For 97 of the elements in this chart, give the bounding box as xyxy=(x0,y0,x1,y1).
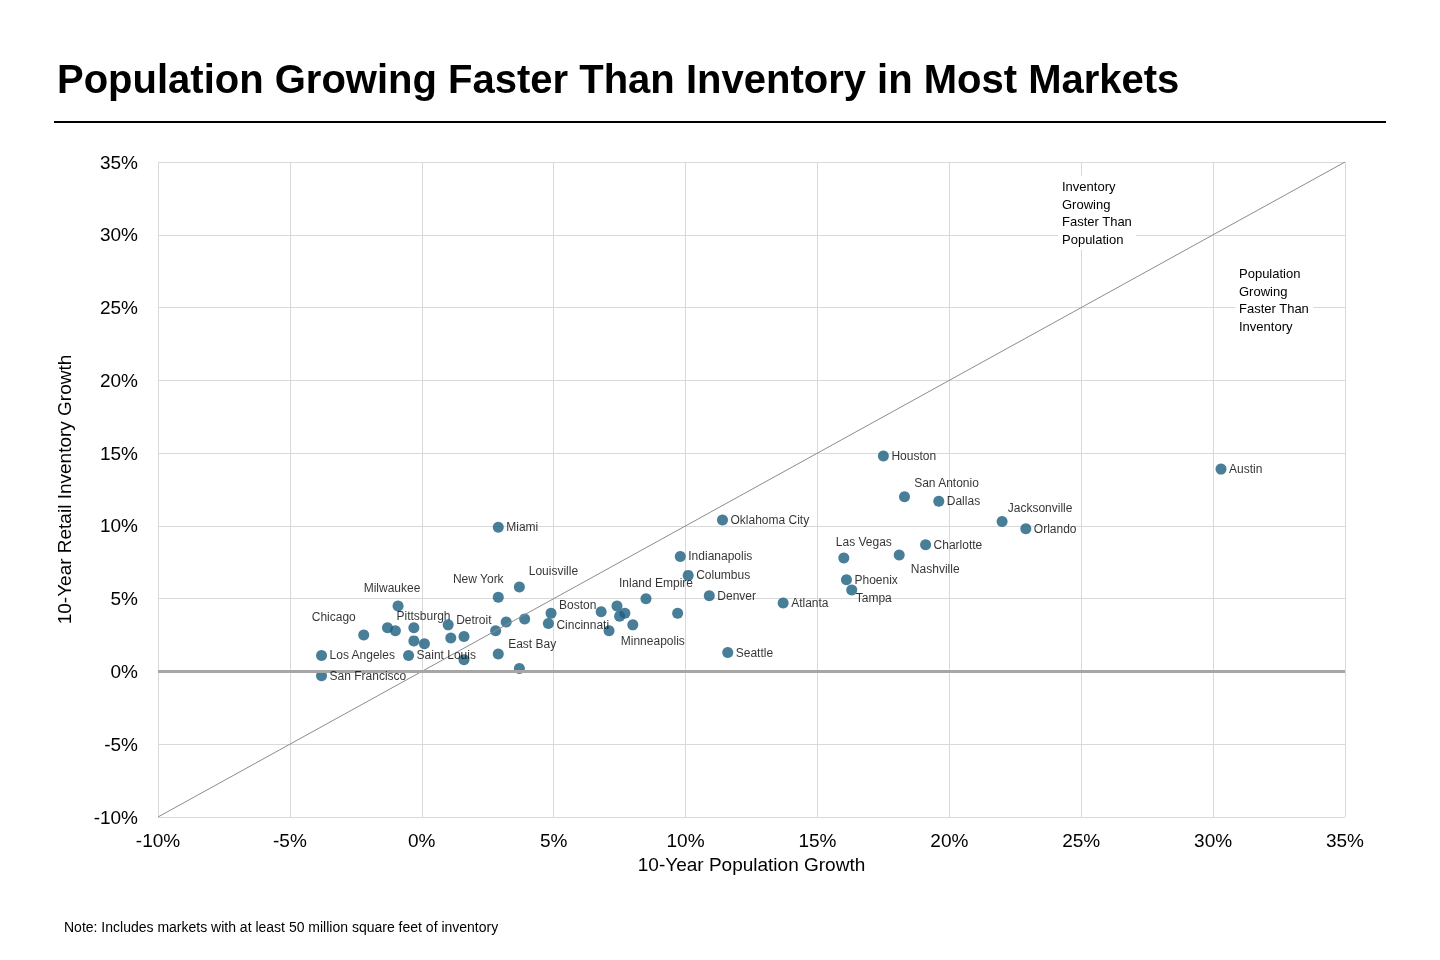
y-tick-label: 25% xyxy=(99,297,139,319)
annotation: Chicago xyxy=(311,610,357,625)
point xyxy=(846,584,858,596)
point xyxy=(408,622,420,634)
point xyxy=(840,574,852,586)
x-tick-label: 30% xyxy=(1194,830,1233,851)
point xyxy=(595,606,607,618)
annotation: Jacksonville xyxy=(1007,500,1073,515)
point xyxy=(933,495,945,507)
annotation: Seattle xyxy=(735,645,774,660)
point xyxy=(722,647,734,659)
annotation: Oklahoma City xyxy=(730,513,810,528)
point xyxy=(920,539,932,551)
y-tick-label: 30% xyxy=(99,224,139,246)
annotation: Population Growing Faster Than Inventory xyxy=(1239,266,1309,334)
chart-title: Population Growing Faster Than Inventory in Most Markets xyxy=(57,57,1180,101)
point xyxy=(418,638,430,650)
point xyxy=(627,619,639,631)
x-axis-title: 10-Year Population Growth xyxy=(637,854,866,875)
point xyxy=(703,590,715,602)
point xyxy=(545,607,557,619)
annotation: Orlando xyxy=(1033,521,1077,536)
y-tick-label: 0% xyxy=(110,660,139,682)
annotation: East Bay xyxy=(508,636,557,651)
annotation: Charlotte xyxy=(933,537,983,552)
annotation: Los Angeles xyxy=(329,648,395,663)
annotation: Inventory Growing Faster Than Population xyxy=(1062,179,1132,247)
point xyxy=(316,649,328,661)
point xyxy=(777,597,789,609)
annotation: New York xyxy=(452,572,505,587)
annotation: Minneapolis xyxy=(620,633,685,648)
y-axis-title: 10-Year Retail Inventory Growth xyxy=(54,354,75,625)
x-tick-label: 0% xyxy=(408,830,436,851)
annotation: Louisville xyxy=(528,564,579,579)
annotation: Dallas xyxy=(946,494,981,509)
y-tick-label: 10% xyxy=(99,515,139,537)
point xyxy=(838,552,850,564)
x-tick-label: 35% xyxy=(1325,830,1365,851)
point xyxy=(542,617,554,629)
y-tick-label: 15% xyxy=(99,442,139,464)
y-tick-label: 5% xyxy=(110,588,139,610)
point xyxy=(996,516,1008,528)
annotation: Nashville xyxy=(910,562,960,576)
point xyxy=(619,607,631,619)
annotation: Miami xyxy=(506,520,539,535)
point xyxy=(513,581,525,593)
annotation: Austin xyxy=(1229,462,1263,477)
y-tick-label: -5% xyxy=(104,733,139,755)
point xyxy=(392,600,404,612)
point xyxy=(445,632,457,644)
x-tick-label: 5% xyxy=(539,830,568,851)
annotation: Boston xyxy=(559,598,597,613)
annotation: Pittsburgh xyxy=(396,608,451,623)
annotation: San Antonio xyxy=(914,475,980,490)
x-tick-label: 20% xyxy=(930,830,969,851)
point xyxy=(1020,523,1032,535)
point xyxy=(458,631,470,643)
text: Note: Includes markets with at least 50 million square feet of inventory xyxy=(64,918,499,935)
point xyxy=(611,600,623,612)
point xyxy=(1215,463,1227,475)
annotation: Columbus xyxy=(696,568,751,583)
point xyxy=(403,649,415,661)
annotation: Cincinnati xyxy=(556,618,610,633)
annotation: Detroit xyxy=(456,612,493,627)
annotation: Tampa xyxy=(855,590,893,605)
annotation: Las Vegas xyxy=(835,534,892,549)
point xyxy=(492,648,504,660)
annotation: Inland Empire xyxy=(618,575,694,590)
point xyxy=(389,625,401,637)
point xyxy=(492,521,504,533)
x-tick-label: 15% xyxy=(798,830,837,851)
point xyxy=(717,514,728,526)
annotation: Phoenix xyxy=(854,572,898,587)
point xyxy=(640,593,652,605)
annotation: Milwaukee xyxy=(363,580,421,595)
point xyxy=(877,450,889,462)
x-tick-label: -10% xyxy=(135,830,181,851)
annotation: Atlanta xyxy=(791,596,829,611)
annotation: San Francisco xyxy=(329,668,407,683)
point xyxy=(672,607,684,619)
point xyxy=(899,491,910,503)
annotation: Denver xyxy=(717,588,756,603)
point xyxy=(519,613,531,625)
y-tick-label: 20% xyxy=(99,369,139,391)
y-tick-label: -10% xyxy=(93,806,139,828)
x-tick-label: 25% xyxy=(1062,830,1101,851)
annotation: Saint Louis xyxy=(416,648,476,663)
annotation: Indianapolis xyxy=(688,549,753,564)
point xyxy=(674,550,686,562)
x-tick-label: 10% xyxy=(666,830,705,851)
point xyxy=(358,629,370,641)
y-tick-label: 35% xyxy=(99,151,139,173)
point xyxy=(408,635,420,647)
point xyxy=(893,549,905,561)
annotation: Houston xyxy=(891,449,937,464)
point xyxy=(492,591,504,603)
x-tick-label: -5% xyxy=(272,830,307,851)
